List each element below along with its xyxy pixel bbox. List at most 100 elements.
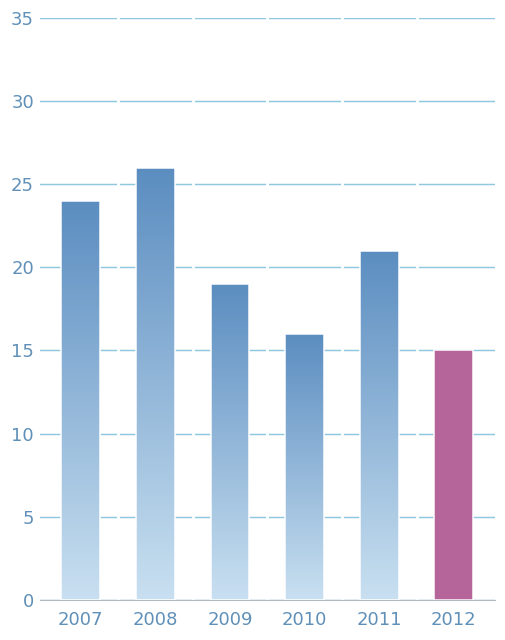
Bar [359,438,398,439]
Bar [359,251,398,253]
Bar [61,532,100,534]
Bar [136,449,174,451]
Bar [285,366,323,367]
Bar [285,547,323,548]
Bar [359,586,398,588]
Bar [210,464,249,465]
Bar [61,247,100,249]
Bar [61,364,100,367]
Bar [285,497,323,499]
Bar [285,427,323,428]
Bar [61,321,100,323]
Bar [61,398,100,401]
Bar [210,447,249,448]
Bar [136,399,174,401]
Bar [61,558,100,560]
Bar [210,513,249,515]
Bar [61,468,100,470]
Bar [61,462,100,464]
Bar [210,525,249,527]
Bar [210,489,249,491]
Bar [359,551,398,553]
Bar [61,225,100,227]
Bar [210,551,249,552]
Bar [136,306,174,308]
Bar [61,510,100,512]
Bar [210,524,249,525]
Bar [136,349,174,351]
Bar [61,259,100,260]
Bar [136,477,174,479]
Bar [285,454,323,455]
Bar [285,369,323,370]
Bar [285,420,323,422]
Bar [210,380,249,382]
Bar [136,312,174,315]
Bar [285,440,323,442]
Bar [210,326,249,328]
Bar [285,579,323,580]
Bar [285,556,323,557]
Bar [136,537,174,540]
Bar [210,465,249,467]
Bar [136,180,174,183]
Bar [61,566,100,568]
Bar [210,321,249,322]
Bar [359,431,398,432]
Bar [285,395,323,396]
Bar [136,375,174,377]
Bar [359,434,398,436]
Bar [136,170,174,172]
Bar [136,502,174,505]
Bar [61,344,100,346]
Bar [359,518,398,520]
Bar [285,522,323,523]
Bar [359,289,398,291]
Bar [359,588,398,589]
Bar [136,321,174,323]
Bar [359,598,398,600]
Bar [285,371,323,372]
Bar [136,481,174,483]
Bar [285,391,323,392]
Bar [285,511,323,512]
Bar [210,559,249,560]
Bar [61,292,100,294]
Bar [359,310,398,312]
Bar [61,323,100,324]
Bar [61,586,100,588]
Bar [210,548,249,549]
Bar [136,535,174,537]
Bar [285,517,323,518]
Bar [285,569,323,570]
Bar [61,560,100,562]
Bar [61,512,100,514]
Bar [285,508,323,509]
Bar [285,474,323,475]
Bar [61,446,100,448]
Bar [359,484,398,486]
Bar [285,445,323,447]
Bar [136,507,174,509]
Bar [61,420,100,422]
Bar [285,493,323,495]
Bar [136,172,174,174]
Bar [136,380,174,381]
Bar [285,370,323,371]
Bar [359,582,398,584]
Bar [210,442,249,444]
Bar [210,393,249,394]
Bar [359,381,398,383]
Bar [285,403,323,404]
Bar [359,570,398,572]
Bar [61,324,100,326]
Bar [285,533,323,534]
Bar [61,486,100,488]
Bar [136,433,174,436]
Bar [210,570,249,572]
Bar [136,215,174,218]
Bar [359,394,398,396]
Bar [136,531,174,533]
Bar [285,463,323,464]
Bar [285,507,323,508]
